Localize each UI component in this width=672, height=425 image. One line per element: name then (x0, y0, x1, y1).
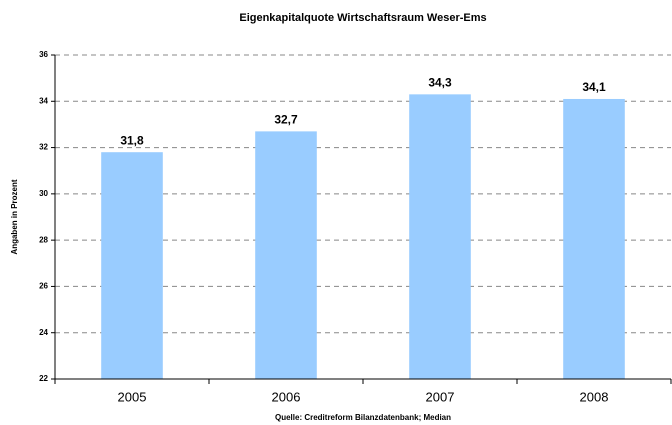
bar (255, 131, 317, 379)
y-tick-label: 34 (39, 96, 48, 105)
y-tick-label: 36 (39, 50, 48, 59)
y-tick-label: 28 (39, 235, 48, 244)
y-tick-label: 22 (39, 374, 48, 383)
y-axis-label: Angaben in Prozent (10, 179, 19, 254)
bar (563, 98, 625, 379)
chart-title: Eigenkapitalquote Wirtschaftsraum Weser-… (239, 12, 486, 24)
y-tick-label: 30 (39, 189, 48, 198)
bar (101, 152, 163, 379)
data-label: 32,7 (274, 113, 298, 127)
x-tick-label: 2008 (580, 389, 609, 404)
data-label: 31,8 (120, 133, 144, 147)
x-tick-label: 2006 (272, 389, 301, 404)
bar (409, 94, 471, 379)
x-tick-label: 2005 (118, 389, 147, 404)
data-label: 34,1 (582, 80, 606, 94)
data-label: 34,3 (428, 76, 452, 90)
x-tick-label: 2007 (426, 389, 455, 404)
y-tick-label: 26 (39, 282, 48, 291)
y-tick-label: 32 (39, 143, 48, 152)
y-tick-label: 24 (39, 328, 48, 337)
x-axis-label: Quelle: Creditreform Bilanzdatenbank; Me… (275, 413, 451, 422)
